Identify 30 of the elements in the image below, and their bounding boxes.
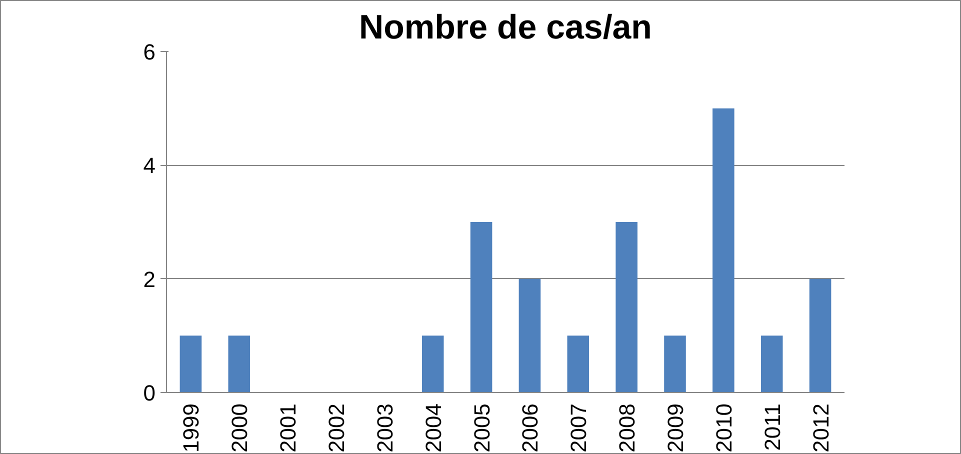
x-tick-label: 2001 (276, 403, 301, 452)
x-tick-label: 2012 (808, 403, 834, 452)
y-tick-label: 6 (143, 40, 156, 64)
x-tick-label: 2008 (614, 403, 640, 452)
bar (664, 336, 686, 392)
x-tick-label: 2000 (227, 403, 252, 452)
x-tick-label: 2011 (760, 403, 785, 451)
bar (567, 336, 590, 392)
x-tick-label: 1999 (178, 403, 204, 452)
x-tick-label: 2004 (420, 403, 446, 452)
bar (228, 336, 250, 392)
y-tick-label: 4 (143, 153, 156, 178)
bar (809, 278, 832, 392)
x-tick-label: 2002 (324, 403, 349, 452)
x-tick-label: 2007 (566, 403, 592, 452)
y-tick-label: 2 (143, 266, 156, 292)
x-tick-label: 2003 (372, 403, 398, 452)
x-tick-label: 2006 (518, 403, 543, 452)
x-tick-label: 2009 (663, 403, 688, 452)
y-tick-label: 0 (143, 380, 156, 406)
bar (616, 222, 638, 392)
bar (712, 108, 734, 392)
bar (422, 336, 444, 392)
x-tick-label: 2005 (469, 403, 494, 452)
bar (518, 278, 541, 392)
bar (760, 336, 783, 392)
x-tick-label: 2010 (711, 403, 736, 452)
chart-title: Nombre de cas/an (359, 8, 652, 46)
bar (180, 336, 202, 392)
bar (470, 222, 492, 392)
